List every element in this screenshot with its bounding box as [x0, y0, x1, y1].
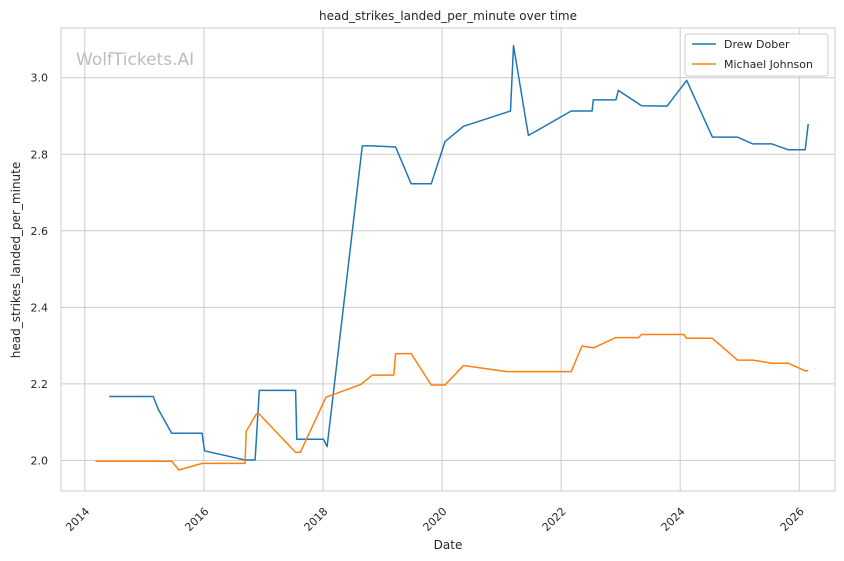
series-line-michael-johnson	[95, 333, 809, 471]
y-tick-label: 2.6	[31, 225, 49, 238]
legend-label-drew-dober: Drew Dober	[724, 38, 790, 51]
y-tick-label: 2.2	[31, 378, 49, 391]
grid	[61, 28, 835, 491]
plot-area-frame	[60, 27, 836, 492]
y-axis-ticks: 2.0 2.2 2.4 2.6 2.8 3.0	[31, 72, 49, 468]
series-line-drew-dober	[109, 44, 809, 461]
y-tick-label: 2.4	[31, 301, 49, 314]
y-axis-title: head_strikes_landed_per_minute	[9, 162, 23, 359]
series-lines	[95, 44, 809, 471]
y-tick-label: 3.0	[31, 72, 49, 85]
y-tick-label: 2.8	[31, 148, 49, 161]
legend-label-michael-johnson: Michael Johnson	[724, 58, 813, 71]
watermark-text: WolfTickets.AI	[76, 50, 194, 70]
legend: Drew Dober Michael Johnson	[684, 33, 829, 77]
legend-box	[684, 33, 829, 77]
x-axis-title: Date	[434, 538, 463, 552]
chart-title: head_strikes_landed_per_minute over time	[319, 9, 577, 23]
y-tick-label: 2.0	[31, 454, 49, 467]
